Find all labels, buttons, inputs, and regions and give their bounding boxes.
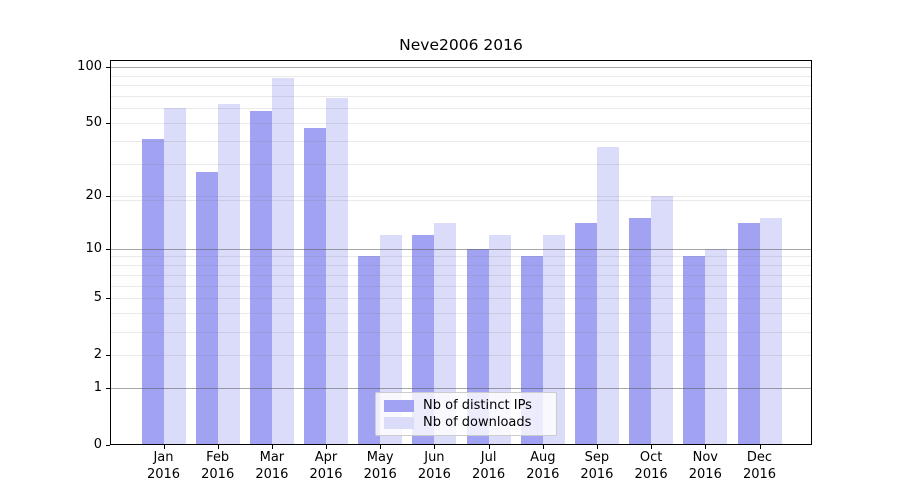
x-tick-mark-nov [705,445,707,449]
gridline-y-1 [110,388,812,390]
plot-border-bottom [110,444,812,445]
legend-item-distinct-ips: Nb of distinct IPs [384,398,548,413]
gridline-y-6 [110,285,812,287]
y-tick-label-1: 1 [93,380,102,396]
y-tick-mark-20 [106,195,110,197]
gridline-y-5 [110,298,812,300]
x-tick-mark-jul [488,445,490,449]
x-tick-label-mar: Mar 2016 [255,450,289,482]
x-tick-mark-mar [271,445,273,449]
bar-mar-downloads [271,78,294,445]
gridline-y-90 [110,75,812,77]
x-tick-label-jun: Jun 2016 [417,450,451,482]
legend-swatch-downloads [384,416,414,429]
bar-apr-downloads [326,98,348,445]
bar-may-ips [358,256,381,445]
y-tick-label-50: 50 [85,115,102,130]
gridline-y-50 [110,123,812,124]
x-tick-mark-jun [434,445,436,449]
bar-mar-ips [249,111,272,445]
plot-area [110,60,812,445]
x-tick-mark-jan [163,445,165,449]
x-tick-mark-feb [217,445,219,449]
gridline-y-100 [110,67,812,68]
gridline-y-2 [110,355,812,356]
x-tick-label-may: May 2016 [363,450,397,482]
x-tick-mark-dec [759,445,761,449]
plot-border-right [811,60,812,445]
plot-border-left [110,60,111,445]
legend-label-distinct-ips: Nb of distinct IPs [423,398,532,413]
plot-border-top [110,60,812,61]
x-tick-mark-sep [596,445,598,449]
x-tick-mark-may [380,445,382,449]
legend-swatch-distinct-ips [384,399,414,412]
y-tick-mark-100 [106,67,110,68]
y-tick-mark-2 [106,355,110,356]
y-tick-mark-10 [106,248,110,250]
y-tick-label-20: 20 [85,187,102,203]
gridline-y-8 [110,265,812,266]
gridline-y-9 [110,256,812,258]
x-tick-label-feb: Feb 2016 [201,450,235,482]
gridline-y-80 [110,85,812,87]
y-tick-mark-0 [106,445,110,446]
x-tick-label-oct: Oct 2016 [634,450,668,482]
x-tick-label-aug: Aug 2016 [526,450,560,482]
y-tick-label-100: 100 [77,59,102,74]
y-tick-mark-50 [106,123,110,124]
y-tick-label-10: 10 [85,240,102,256]
bar-feb-downloads [217,104,240,445]
bar-apr-ips [304,127,326,445]
y-tick-mark-5 [106,298,110,300]
bar-feb-ips [195,172,218,445]
bar-dec-ips [737,223,760,445]
x-tick-label-sep: Sep 2016 [580,450,614,482]
legend: Nb of distinct IPs Nb of downloads [375,392,557,436]
x-tick-mark-oct [651,445,653,449]
gridline-y-20 [110,195,812,197]
x-tick-mark-aug [542,445,544,449]
y-tick-label-5: 5 [93,290,102,306]
bar-jan-downloads [163,108,186,445]
gridline-y-19 [110,199,812,201]
bar-oct-downloads [651,195,674,445]
bar-jun-downloads [434,223,457,445]
x-tick-label-jul: Jul 2016 [472,450,506,482]
gridline-y-30 [110,163,812,165]
bar-nov-downloads [705,248,728,445]
y-tick-label-2: 2 [93,347,102,362]
y-tick-label-0: 0 [93,437,102,452]
gridline-y-7 [110,274,812,276]
chart-title: Neve2006 2016 [399,36,523,54]
gridline-y-70 [110,95,812,97]
x-tick-mark-apr [326,445,327,449]
x-tick-label-nov: Nov 2016 [688,450,722,482]
bar-sep-downloads [596,147,619,445]
gridline-y-10 [110,248,812,250]
legend-label-downloads: Nb of downloads [423,415,532,430]
legend-item-downloads: Nb of downloads [384,415,548,430]
gridline-y-60 [110,108,812,110]
bar-sep-ips [574,223,597,445]
bar-jan-ips [141,138,164,445]
gridline-y-40 [110,140,812,142]
gridline-y-4 [110,313,812,315]
x-tick-label-dec: Dec 2016 [742,450,777,482]
y-tick-mark-1 [106,388,110,390]
gridline-y-3 [110,331,812,333]
x-tick-label-apr: Apr 2016 [309,450,343,482]
bar-nov-ips [683,256,706,445]
x-tick-label-jan: Jan 2016 [146,450,181,482]
